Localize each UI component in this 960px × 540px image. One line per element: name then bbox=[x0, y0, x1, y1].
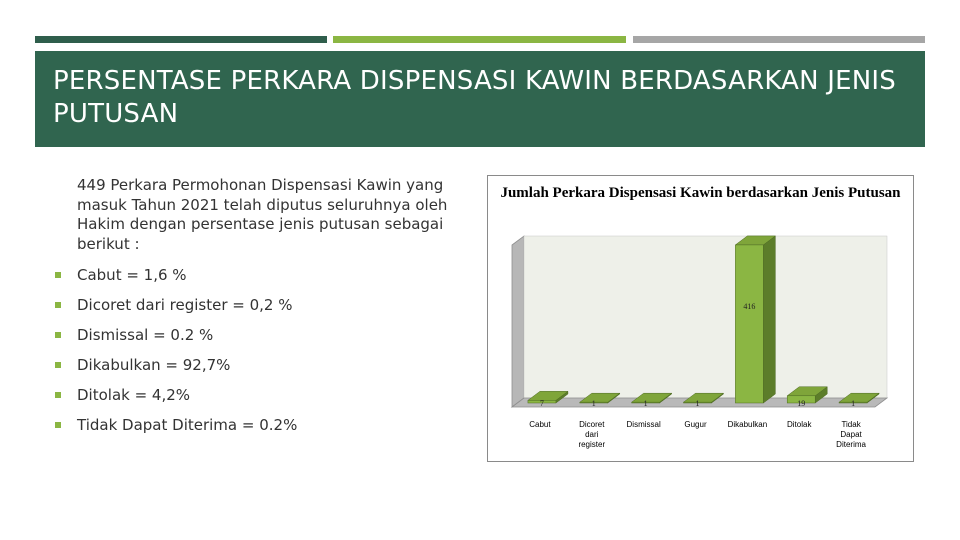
x-tick-label-6: Tidak Dapat Diterima bbox=[836, 420, 866, 449]
bar-2 bbox=[631, 401, 660, 404]
x-tick-label-2: Dismissal bbox=[627, 420, 661, 429]
bullet-text: Dismissal = 0.2 % bbox=[77, 326, 214, 344]
square-bullet-icon bbox=[55, 332, 61, 338]
chart-back-wall bbox=[523, 235, 888, 399]
accent-bar-dark-green bbox=[35, 36, 327, 43]
bullet-text: Cabut = 1,6 % bbox=[77, 266, 187, 284]
bar-3 bbox=[683, 401, 712, 404]
bar-data-label-1: 1 bbox=[592, 399, 596, 408]
bar-6 bbox=[838, 401, 868, 404]
list-item: Dicoret dari register = 0,2 % bbox=[55, 290, 455, 320]
chart-plot: 7 1 1 1 416 19 1 Cabut Dicoret dari register Dismis… bbox=[510, 235, 889, 449]
bullet-list: Cabut = 1,6 % Dicoret dari register = 0,… bbox=[55, 260, 455, 440]
list-item: Cabut = 1,6 % bbox=[55, 260, 455, 290]
bar-chart: Jumlah Perkara Dispensasi Kawin berdasar… bbox=[487, 175, 914, 462]
bar-5 bbox=[786, 395, 816, 404]
bar-data-label-3: 1 bbox=[696, 399, 700, 408]
list-item: Tidak Dapat Diterima = 0.2% bbox=[55, 410, 455, 440]
intro-paragraph: 449 Perkara Permohonan Dispensasi Kawin … bbox=[77, 176, 448, 253]
bar-side-4 bbox=[763, 235, 776, 404]
x-tick-label-3: Gugur bbox=[684, 420, 707, 429]
list-item: Ditolak = 4,2% bbox=[55, 380, 455, 410]
bar-data-label-2: 1 bbox=[644, 399, 648, 408]
bullet-text: Dikabulkan = 92,7% bbox=[77, 356, 231, 374]
slide-title: PERSENTASE PERKARA DISPENSASI KAWIN BERD… bbox=[53, 66, 896, 129]
title-band: PERSENTASE PERKARA DISPENSASI KAWIN BERD… bbox=[35, 51, 925, 147]
bar-0 bbox=[527, 400, 557, 404]
square-bullet-icon bbox=[55, 272, 61, 278]
x-tick-label-1: Dicoret dari register bbox=[578, 420, 605, 449]
x-tick-label-0: Cabut bbox=[529, 420, 551, 429]
x-tick-label-5: Ditolak bbox=[787, 420, 812, 429]
bullet-text: Tidak Dapat Diterima = 0.2% bbox=[77, 416, 298, 434]
bar-data-label-6: 1 bbox=[851, 399, 855, 408]
list-item: Dismissal = 0.2 % bbox=[55, 320, 455, 350]
chart-title: Jumlah Perkara Dispensasi Kawin berdasar… bbox=[500, 185, 901, 201]
list-item: Dikabulkan = 92,7% bbox=[55, 350, 455, 380]
accent-bar-gray bbox=[633, 36, 925, 43]
content-text-block: 449 Perkara Permohonan Dispensasi Kawin … bbox=[55, 176, 455, 440]
bar-data-label-5: 19 bbox=[797, 399, 805, 408]
bar-1 bbox=[579, 401, 609, 404]
square-bullet-icon bbox=[55, 302, 61, 308]
square-bullet-icon bbox=[55, 392, 61, 398]
square-bullet-icon bbox=[55, 362, 61, 368]
bar-data-label-0: 7 bbox=[540, 399, 544, 408]
chart-side-wall bbox=[511, 235, 525, 408]
accent-bar-light-green bbox=[333, 36, 626, 43]
bar-data-label-4: 416 bbox=[743, 302, 755, 311]
bar-4 bbox=[735, 244, 764, 404]
square-bullet-icon bbox=[55, 422, 61, 428]
x-tick-label-4: Dikabulkan bbox=[728, 420, 768, 429]
bullet-text: Ditolak = 4,2% bbox=[77, 386, 191, 404]
bullet-text: Dicoret dari register = 0,2 % bbox=[77, 296, 293, 314]
